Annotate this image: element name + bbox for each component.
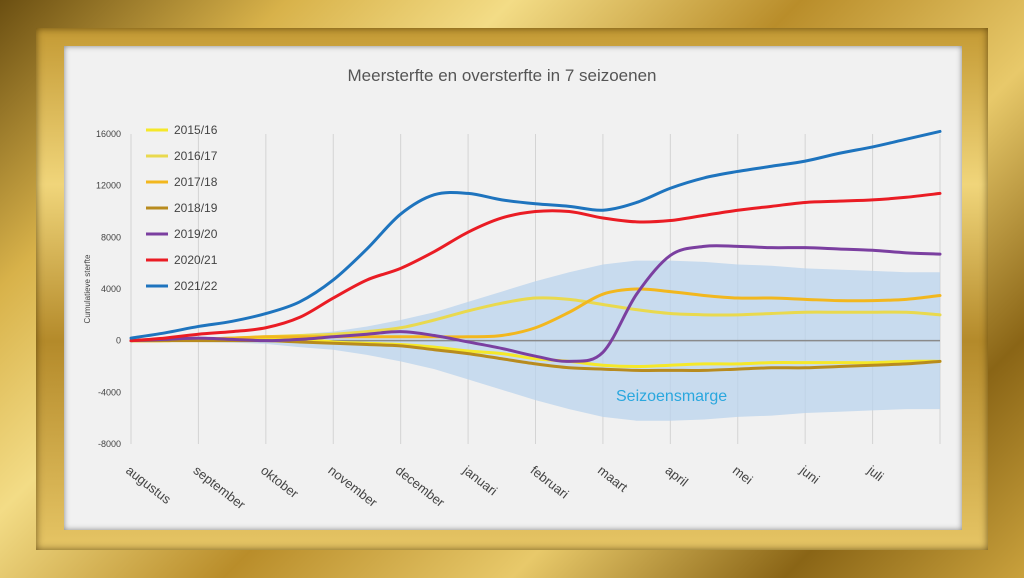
series-line-2020-21 xyxy=(129,191,942,343)
legend-entry: 2017/18 xyxy=(174,175,218,189)
x-tick-label: december xyxy=(393,463,448,511)
y-axis-label: Cumulatieve sterfte xyxy=(83,254,92,323)
y-tick-label: 12000 xyxy=(96,181,121,191)
x-tick-label: september xyxy=(191,463,249,513)
x-tick-label: mei xyxy=(730,463,756,488)
y-tick-label: -4000 xyxy=(98,387,121,397)
series-line-2019-20 xyxy=(129,244,942,363)
y-tick-label: -8000 xyxy=(98,439,121,449)
y-tick-label: 0 xyxy=(116,336,121,346)
x-tick-label: juli xyxy=(864,462,887,484)
y-tick-label: 4000 xyxy=(101,284,121,294)
x-tick-label: augustus xyxy=(123,463,174,508)
series-line-2017-18 xyxy=(129,287,942,343)
x-tick-label: juni xyxy=(797,462,823,487)
x-tick-label: januari xyxy=(459,462,500,499)
chart-title: Meersterfte en oversterfte in 7 seizoene… xyxy=(347,66,657,85)
x-tick-label: februari xyxy=(528,463,572,502)
x-tick-label: april xyxy=(662,463,691,490)
legend-entry: 2015/16 xyxy=(174,123,218,137)
series-line-2021-22 xyxy=(129,129,942,340)
legend-entry: 2021/22 xyxy=(174,279,218,293)
legend-entry: 2018/19 xyxy=(174,201,218,215)
seizoensmarge-label: Seizoensmarge xyxy=(616,388,727,405)
y-tick-label: 8000 xyxy=(101,232,121,242)
legend-entry: 2016/17 xyxy=(174,149,218,163)
x-tick-label: oktober xyxy=(258,463,302,502)
x-tick-label: november xyxy=(325,463,380,511)
legend-entry: 2019/20 xyxy=(174,227,218,241)
x-tick-label: maart xyxy=(595,463,631,496)
y-tick-label: 16000 xyxy=(96,129,121,139)
legend-entry: 2020/21 xyxy=(174,253,218,267)
series-line-2015-16 xyxy=(129,336,942,368)
